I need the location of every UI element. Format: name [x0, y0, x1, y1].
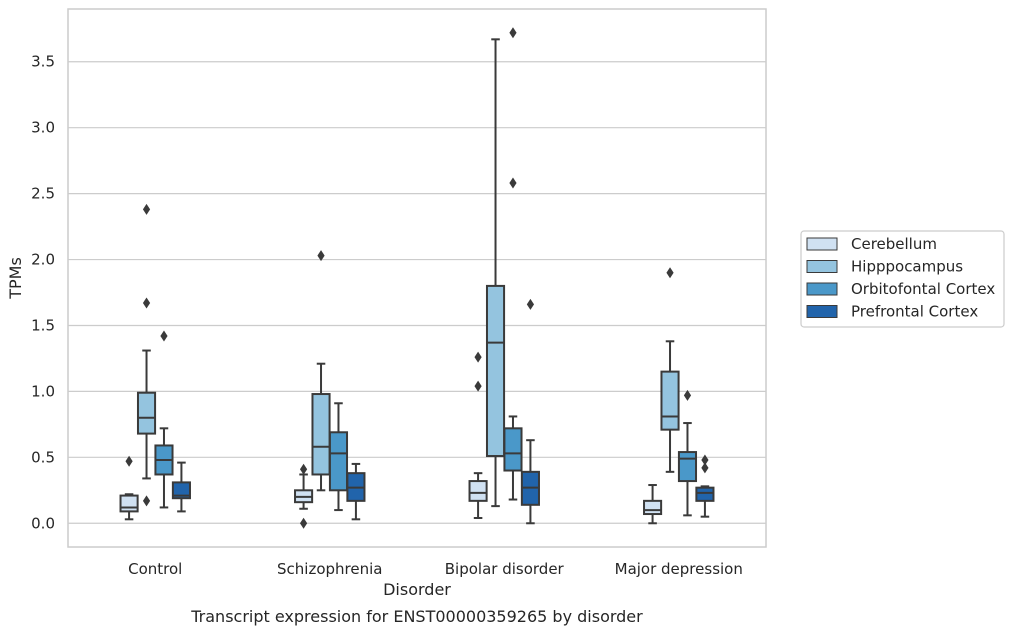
box-hipppocampus — [485, 38, 506, 508]
y-tick-label: 0.5 — [31, 448, 55, 466]
y-axis-title: TPMs — [6, 257, 25, 300]
outlier-point — [317, 250, 325, 262]
box-orbitofontal-cortex — [677, 389, 698, 517]
box-orbitofontal-cortex — [154, 330, 174, 509]
x-tick-label: Major depression — [615, 560, 743, 578]
box-body — [695, 486, 715, 502]
box-cerebellum — [468, 351, 488, 519]
x-tick-label: Schizophrenia — [277, 560, 382, 578]
box-hipppocampus — [311, 250, 331, 492]
box-prefrontal-cortex — [171, 461, 191, 513]
outlier-point — [142, 495, 151, 507]
box-hipppocampus — [136, 203, 157, 507]
y-tick-label: 0.0 — [31, 514, 55, 532]
category-group — [119, 203, 191, 521]
x-axis-title: Disorder — [383, 580, 451, 599]
plot-frame — [67, 8, 767, 548]
box-prefrontal-cortex — [520, 298, 540, 525]
outlier-point — [701, 454, 709, 466]
legend-label: Orbitofontal Cortex — [851, 280, 995, 298]
box-hipppocampus — [660, 267, 680, 473]
box-body — [485, 284, 506, 458]
box-body — [643, 499, 663, 516]
box-body — [136, 391, 157, 435]
outlier-point — [683, 389, 692, 401]
box-body — [328, 431, 349, 492]
outlier-point — [509, 177, 517, 189]
legend-item: Prefrontal Cortex — [806, 303, 978, 321]
outlier-point — [509, 27, 517, 39]
box-cerebellum — [643, 484, 663, 525]
outlier-point — [474, 351, 482, 363]
box-body — [660, 370, 680, 431]
outlier-point — [299, 463, 308, 475]
legend-swatch — [806, 237, 838, 251]
legend-label: Hipppocampus — [851, 258, 963, 276]
outlier-point — [142, 297, 151, 309]
box-body — [468, 480, 488, 502]
category-group — [294, 250, 366, 529]
box-orbitofontal-cortex — [328, 402, 349, 512]
y-tick-label: 1.0 — [31, 382, 55, 400]
box-body — [171, 481, 191, 500]
outlier-point — [526, 298, 535, 310]
box-orbitofontal-cortex — [503, 27, 523, 501]
legend-label: Prefrontal Cortex — [851, 303, 978, 321]
y-tick-label: 1.5 — [31, 316, 55, 334]
outlier-point — [299, 517, 308, 529]
chart-title: Transcript expression for ENST0000035926… — [190, 607, 643, 626]
axes: 0.0 0.5 1.0 1.5 2.0 2.5 3.0 3.5 Control Schizophr… — [31, 8, 767, 578]
y-tick-label: 2.5 — [31, 185, 55, 203]
legend-label: Cerebellum — [851, 235, 937, 253]
legend-swatch — [806, 260, 838, 273]
box-cerebellum — [294, 463, 314, 529]
y-tick-label: 3.5 — [31, 53, 55, 71]
box-body — [503, 427, 523, 472]
box-groups — [119, 27, 715, 529]
grid-lines — [68, 61, 766, 524]
outlier-point — [701, 462, 709, 474]
box-body — [311, 393, 331, 476]
legend-swatch — [806, 282, 838, 296]
y-tick-label: 2.0 — [31, 251, 55, 269]
category-group — [468, 27, 540, 525]
box-prefrontal-cortex — [346, 462, 366, 521]
legend: Cerebellum Hipppocampus Orbitofontal Corte… — [800, 230, 1005, 328]
box-body — [677, 451, 698, 483]
box-prefrontal-cortex — [695, 454, 715, 518]
legend-item: Cerebellum — [806, 235, 937, 253]
x-tick-label: Control — [128, 560, 182, 578]
y-tick-label: 3.0 — [31, 119, 55, 137]
legend-item: Orbitofontal Cortex — [806, 280, 995, 298]
box-body — [119, 494, 139, 513]
legend-frame — [800, 230, 1005, 328]
box-cerebellum — [119, 455, 139, 521]
legend-item: Hipppocampus — [806, 258, 963, 276]
outlier-point — [160, 330, 168, 342]
outlier-point — [666, 267, 674, 279]
outlier-point — [142, 203, 151, 215]
x-tick-label: Bipolar disorder — [445, 560, 565, 578]
outlier-point — [125, 455, 133, 467]
category-group — [643, 267, 715, 525]
legend-swatch — [806, 305, 838, 318]
outlier-point — [474, 380, 482, 392]
